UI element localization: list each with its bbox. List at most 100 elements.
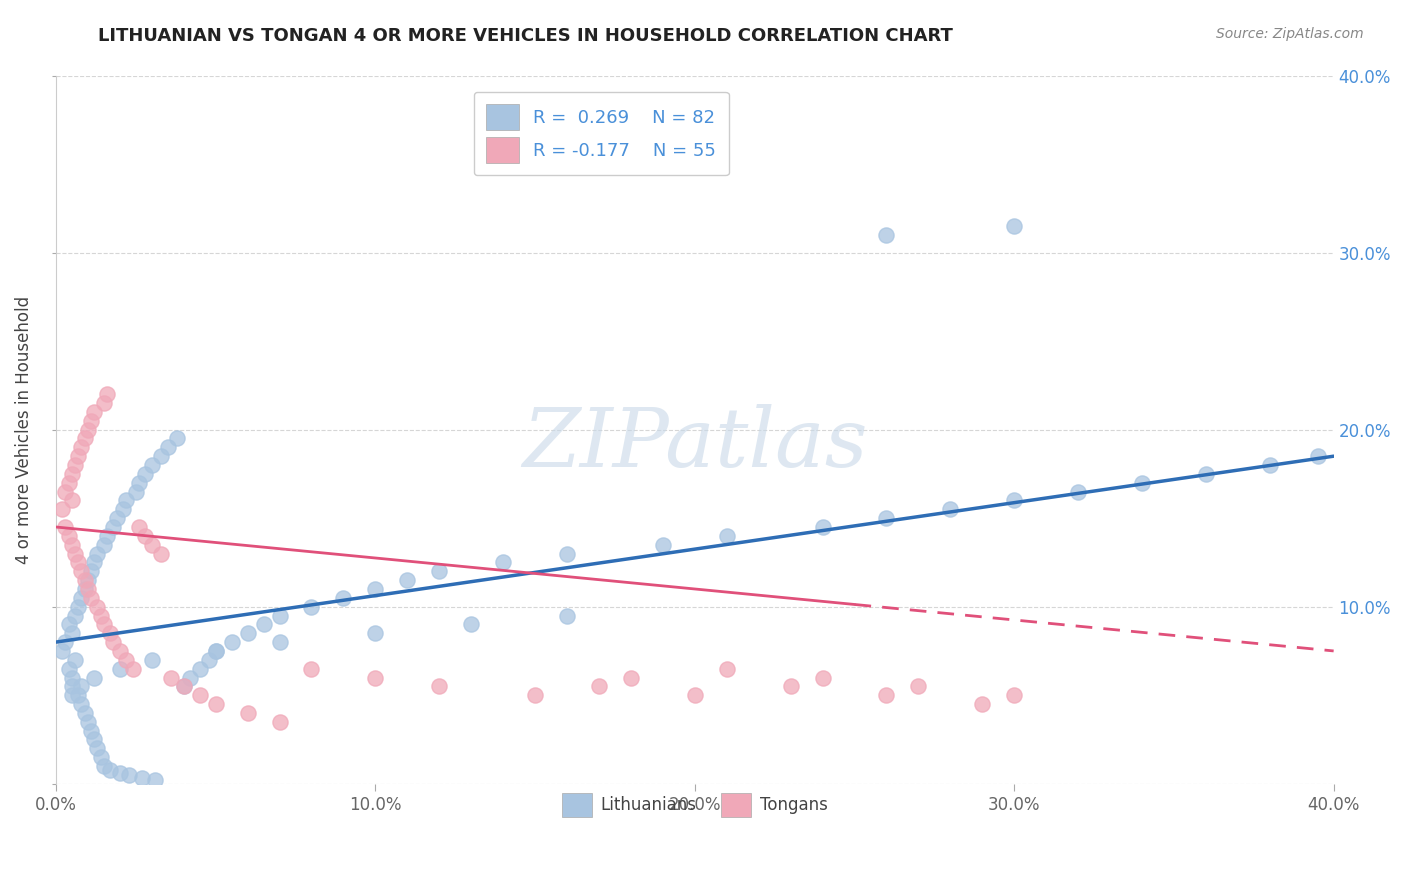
Point	[96, 529, 118, 543]
Point	[80, 414, 103, 428]
Point	[67, 599, 90, 614]
Point	[105, 511, 128, 525]
Point	[76, 714, 98, 729]
Point	[1067, 484, 1090, 499]
Point	[524, 688, 547, 702]
Point	[236, 706, 259, 720]
Point	[188, 662, 211, 676]
Point	[63, 653, 86, 667]
Point	[115, 653, 138, 667]
Point	[555, 608, 578, 623]
Point	[134, 529, 156, 543]
Point	[103, 635, 125, 649]
Point	[204, 644, 226, 658]
Point	[1258, 458, 1281, 472]
Point	[63, 547, 86, 561]
Point	[141, 538, 163, 552]
Point	[90, 750, 112, 764]
Point	[173, 679, 195, 693]
Point	[1195, 467, 1218, 481]
Point	[875, 227, 897, 242]
Point	[60, 493, 83, 508]
Point	[188, 688, 211, 702]
Point	[716, 662, 738, 676]
Point	[60, 538, 83, 552]
Point	[60, 467, 83, 481]
Point	[204, 644, 226, 658]
Point	[1002, 688, 1025, 702]
Point	[73, 582, 96, 596]
Point	[70, 440, 93, 454]
Point	[939, 502, 962, 516]
Point	[128, 475, 150, 490]
Point	[98, 626, 121, 640]
Point	[80, 564, 103, 578]
Point	[76, 582, 98, 596]
Point	[131, 772, 153, 786]
Point	[125, 484, 148, 499]
Point	[73, 432, 96, 446]
Point	[70, 564, 93, 578]
Point	[150, 449, 173, 463]
Point	[150, 547, 173, 561]
Point	[141, 653, 163, 667]
Point	[121, 662, 143, 676]
Point	[73, 706, 96, 720]
Point	[86, 741, 108, 756]
Point	[173, 679, 195, 693]
Point	[83, 405, 105, 419]
Point	[76, 573, 98, 587]
Point	[811, 671, 834, 685]
Point	[143, 773, 166, 788]
Point	[179, 671, 201, 685]
Point	[269, 608, 291, 623]
Point	[156, 440, 179, 454]
Point	[301, 599, 323, 614]
Text: LITHUANIAN VS TONGAN 4 OR MORE VEHICLES IN HOUSEHOLD CORRELATION CHART: LITHUANIAN VS TONGAN 4 OR MORE VEHICLES …	[98, 27, 953, 45]
Point	[301, 662, 323, 676]
Point	[907, 679, 929, 693]
Point	[98, 763, 121, 777]
Point	[875, 511, 897, 525]
Point	[396, 573, 419, 587]
Point	[269, 714, 291, 729]
Point	[460, 617, 482, 632]
Point	[555, 547, 578, 561]
Point	[67, 688, 90, 702]
Point	[236, 626, 259, 640]
Text: Source: ZipAtlas.com: Source: ZipAtlas.com	[1216, 27, 1364, 41]
Point	[83, 556, 105, 570]
Point	[252, 617, 274, 632]
Point	[76, 423, 98, 437]
Point	[55, 635, 77, 649]
Point	[115, 493, 138, 508]
Point	[58, 475, 80, 490]
Point	[86, 547, 108, 561]
Y-axis label: 4 or more Vehicles in Household: 4 or more Vehicles in Household	[15, 295, 32, 564]
Point	[108, 644, 131, 658]
Point	[83, 671, 105, 685]
Point	[83, 732, 105, 747]
Point	[427, 679, 450, 693]
Point	[60, 626, 83, 640]
Point	[108, 766, 131, 780]
Point	[972, 697, 994, 711]
Point	[332, 591, 354, 605]
Point	[55, 484, 77, 499]
Point	[60, 679, 83, 693]
Point	[128, 520, 150, 534]
Point	[67, 556, 90, 570]
Point	[58, 662, 80, 676]
Point	[198, 653, 221, 667]
Point	[269, 635, 291, 649]
Legend: Lithuanians, Tongans: Lithuanians, Tongans	[554, 785, 837, 825]
Point	[221, 635, 243, 649]
Point	[63, 608, 86, 623]
Point	[60, 671, 83, 685]
Point	[166, 432, 188, 446]
Point	[364, 626, 387, 640]
Point	[70, 591, 93, 605]
Point	[364, 671, 387, 685]
Point	[70, 697, 93, 711]
Point	[93, 617, 115, 632]
